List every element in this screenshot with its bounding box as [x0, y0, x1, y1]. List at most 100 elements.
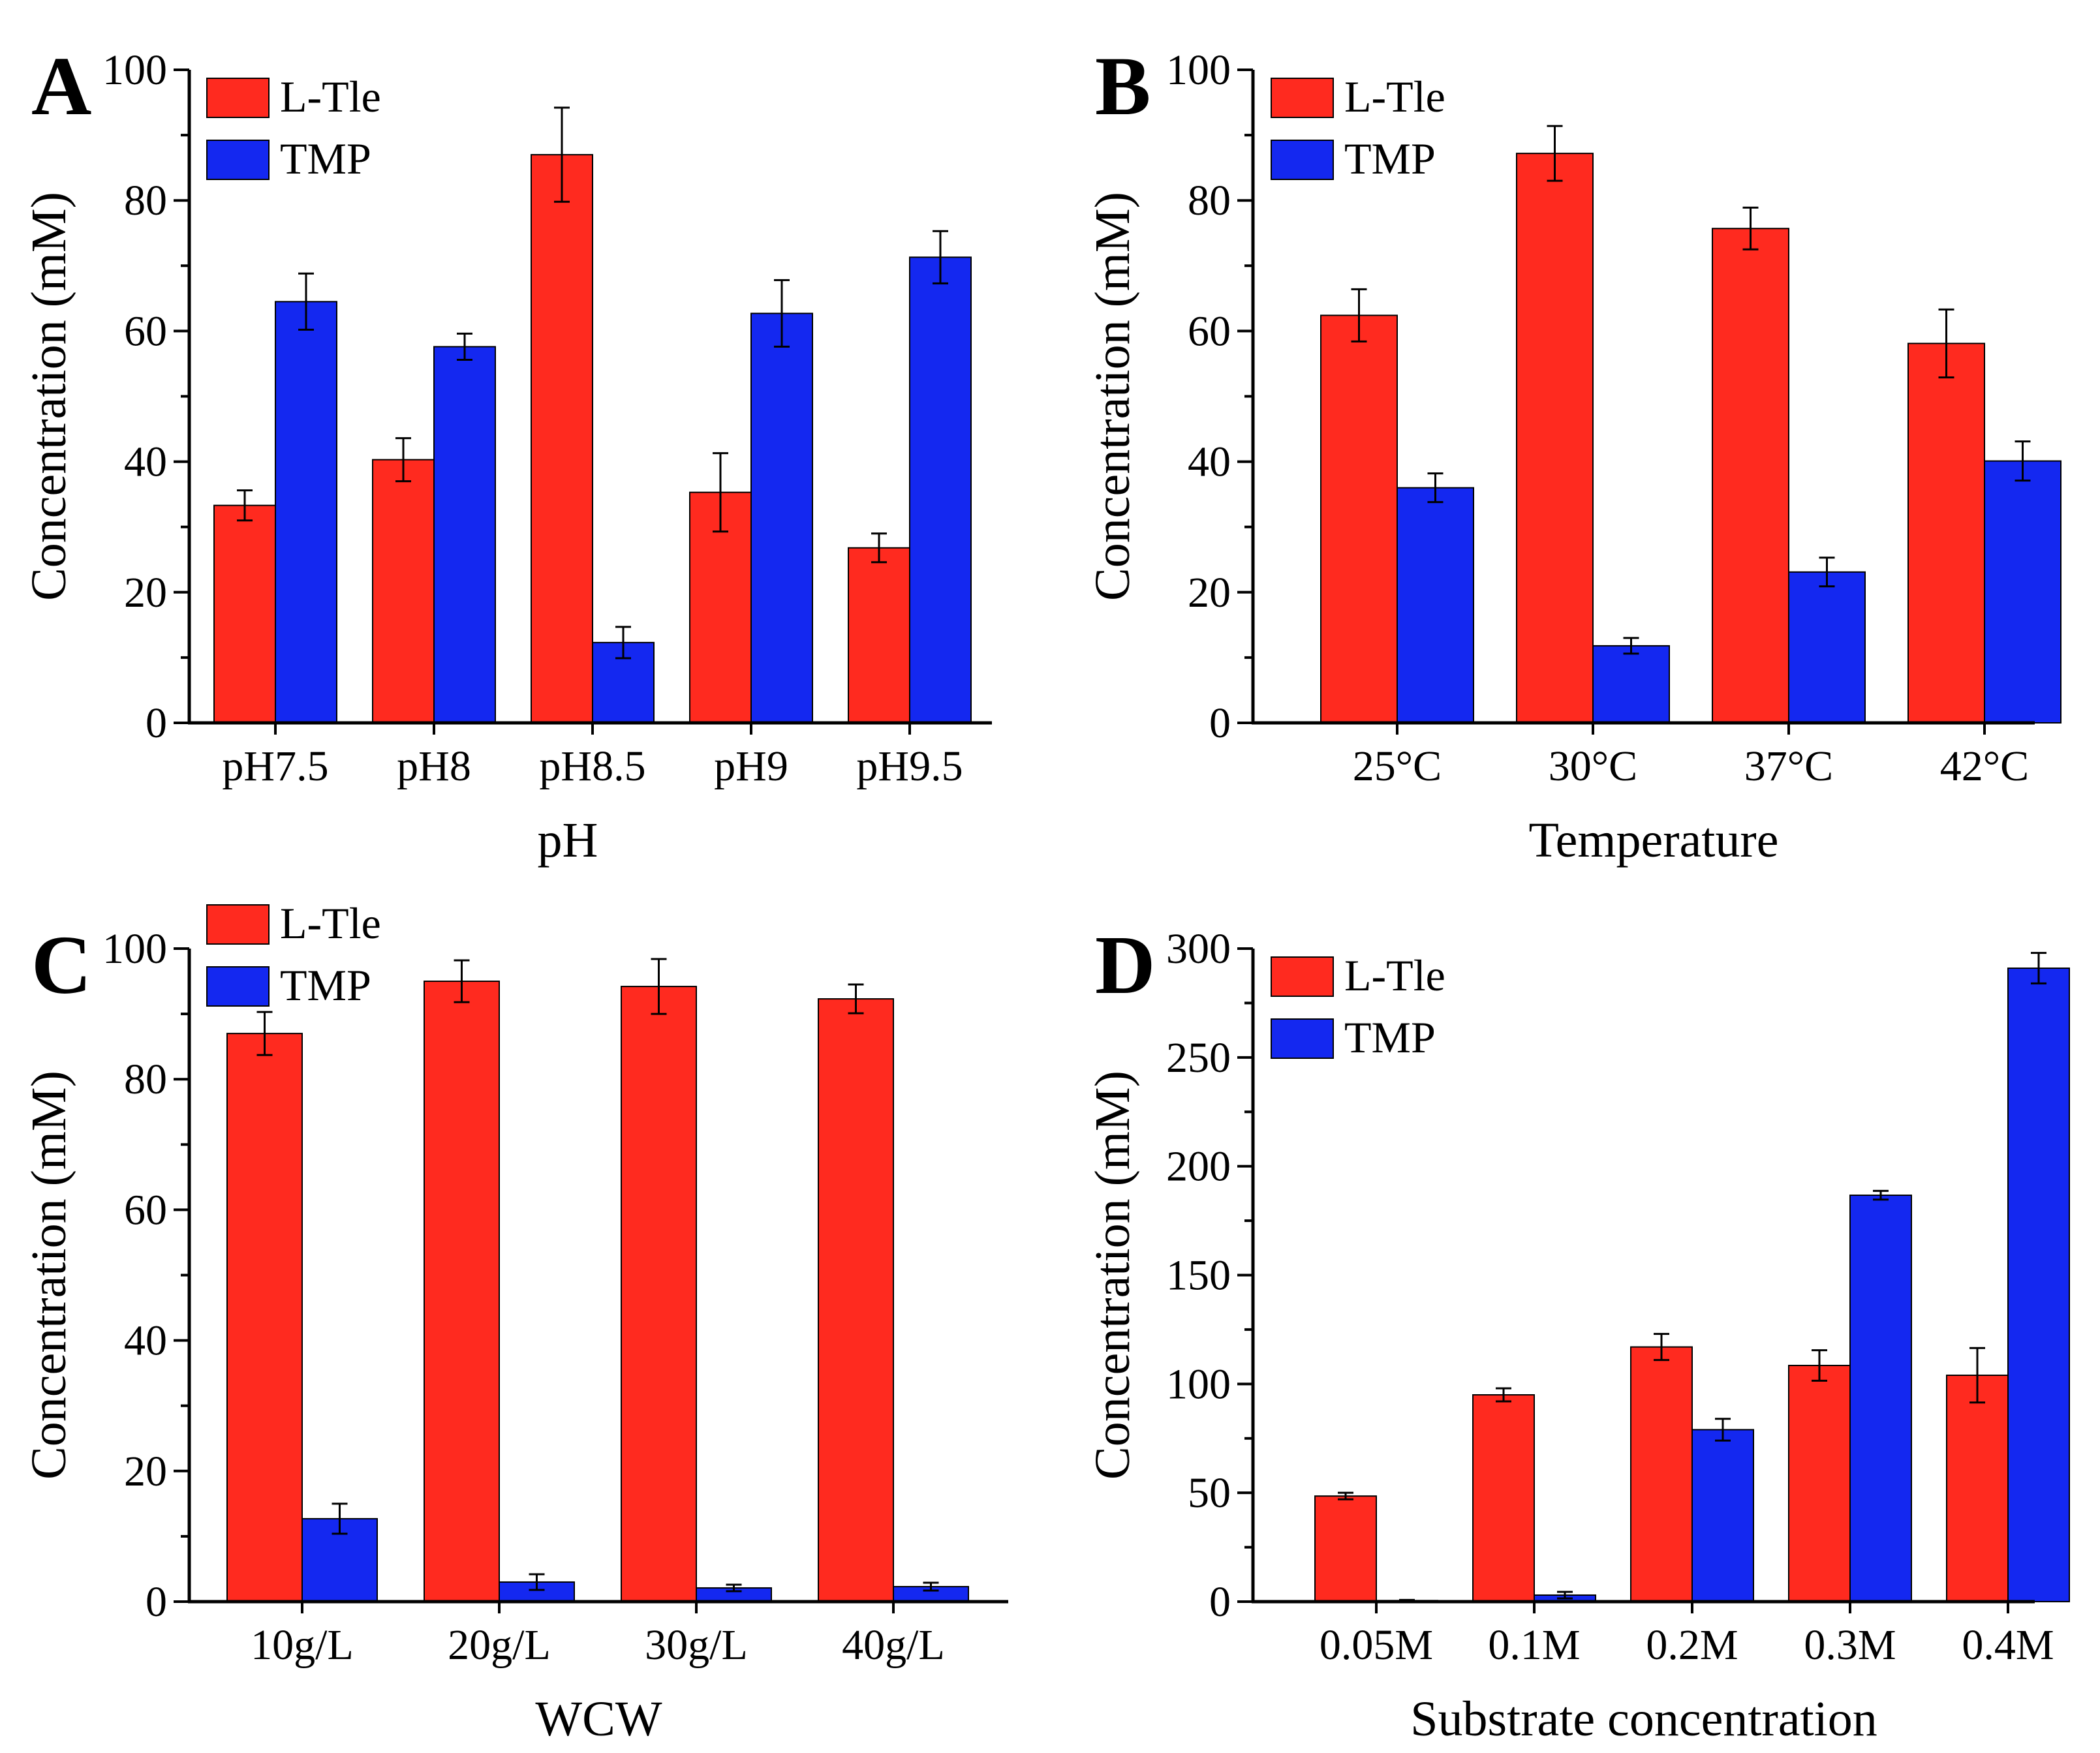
- x-tick-label: 10g/L: [251, 1621, 354, 1669]
- legend-swatch-tmp: [1271, 1018, 1334, 1059]
- panel-C: 10g/L 20g/L 30g/L 40g/L 0 20 40 60 80 100 WCW Conce…: [22, 898, 1008, 1746]
- y-tick-label: 150: [1166, 1252, 1231, 1300]
- panel-A: pH7.5 pH8 pH8.5 pH9 pH9.5 0 20 40 60 80 100 pH Conce…: [22, 40, 992, 868]
- y-tick-label: 20: [1188, 569, 1231, 617]
- y-tick-label: 80: [124, 1056, 167, 1103]
- legend-swatch-tmp: [206, 966, 270, 1007]
- y-tick-label: 0: [146, 1578, 167, 1626]
- bar-l-tle: [424, 981, 500, 1603]
- panel-label: A: [31, 40, 91, 132]
- bar-tmp: [433, 346, 496, 724]
- x-axis-title: Substrate concentration: [1410, 1692, 1877, 1746]
- bar-tmp: [1849, 1195, 1912, 1602]
- bar-tmp: [2007, 968, 2070, 1602]
- x-tick-label: 0.1M: [1488, 1621, 1580, 1669]
- y-tick-label: 40: [124, 1317, 167, 1365]
- bar-l-tle: [1314, 1495, 1377, 1602]
- legend-label: TMP: [280, 134, 371, 183]
- x-tick-label: 0.05M: [1320, 1621, 1433, 1669]
- x-tick-label: 37°C: [1744, 742, 1833, 790]
- y-tick-label: 0: [146, 699, 167, 747]
- bar-l-tle: [848, 547, 910, 724]
- y-tick-label: 0: [1209, 1578, 1231, 1626]
- y-axis-title: Concentration (mM): [1085, 1071, 1140, 1480]
- y-tick-label: 80: [124, 177, 167, 224]
- y-axis-title: Concentration (mM): [1085, 192, 1140, 601]
- legend-swatch-l-tle: [206, 78, 270, 118]
- legend-swatch-l-tle: [206, 904, 270, 945]
- y-tick-label: 100: [102, 925, 167, 973]
- legend-label: TMP: [1344, 134, 1436, 183]
- x-axis-title: Temperature: [1529, 813, 1779, 868]
- bar-l-tle: [1946, 1374, 2009, 1602]
- bar-l-tle: [621, 986, 697, 1602]
- bar-l-tle: [531, 154, 593, 724]
- bar-tmp: [1788, 571, 1866, 724]
- legend-label: TMP: [1344, 1013, 1436, 1062]
- panel-B: 25°C 30°C 37°C 42°C 0 20 40 60 80 100 Temperature C…: [1085, 40, 2061, 868]
- bar-l-tle: [1472, 1394, 1535, 1602]
- x-tick-label: pH9: [714, 742, 788, 790]
- bar-l-tle: [213, 504, 276, 724]
- bar-tmp: [1592, 645, 1670, 724]
- bar-tmp: [909, 256, 972, 724]
- legend-label: TMP: [280, 960, 371, 1010]
- bar-l-tle: [1516, 153, 1594, 724]
- y-tick-label: 300: [1166, 925, 1231, 973]
- legend-label: L-Tle: [280, 898, 381, 948]
- bar-l-tle: [1630, 1346, 1693, 1603]
- bar-tmp: [1691, 1429, 1754, 1602]
- x-tick-label: 0.2M: [1646, 1621, 1738, 1669]
- bar-l-tle: [372, 459, 435, 724]
- panel-D: 0.05M 0.1M 0.2M 0.3M 0.4M 0 50 100 150 200 250 300 S…: [1085, 919, 2070, 1746]
- panel-label: B: [1095, 40, 1150, 132]
- y-tick-label: 40: [124, 438, 167, 486]
- bar-l-tle: [1907, 343, 1985, 724]
- legend-swatch-tmp: [1271, 140, 1334, 180]
- y-axis-title: Concentration (mM): [22, 192, 76, 601]
- y-tick-label: 80: [1188, 177, 1231, 224]
- panel-label: D: [1095, 919, 1155, 1011]
- y-axis-title: Concentration (mM): [22, 1071, 76, 1480]
- x-axis-title: pH: [538, 813, 598, 868]
- x-tick-label: 30g/L: [645, 1621, 748, 1669]
- legend-label: L-Tle: [280, 72, 381, 121]
- y-tick-label: 60: [124, 307, 167, 355]
- y-tick-label: 200: [1166, 1143, 1231, 1191]
- y-tick-label: 250: [1166, 1034, 1231, 1082]
- bar-l-tle: [1788, 1364, 1851, 1602]
- y-tick-label: 100: [1166, 1360, 1231, 1408]
- bar-l-tle: [1712, 228, 1789, 724]
- y-tick-label: 40: [1188, 438, 1231, 486]
- x-tick-label: pH7.5: [222, 742, 328, 790]
- bar-tmp: [275, 301, 337, 724]
- bar-l-tle: [226, 1033, 303, 1602]
- legend-swatch-tmp: [206, 140, 270, 180]
- x-tick-label: 20g/L: [448, 1621, 551, 1669]
- y-tick-label: 50: [1188, 1469, 1231, 1517]
- x-tick-label: 30°C: [1549, 742, 1637, 790]
- panel-label: C: [31, 919, 91, 1011]
- y-tick-label: 20: [124, 569, 167, 617]
- x-tick-label: 0.4M: [1962, 1621, 2054, 1669]
- x-tick-label: 0.3M: [1804, 1621, 1896, 1669]
- bar-l-tle: [818, 998, 894, 1602]
- x-tick-label: pH9.5: [856, 742, 963, 790]
- bar-tmp: [1984, 460, 2061, 724]
- legend-label: L-Tle: [1344, 72, 1445, 121]
- x-tick-label: pH8.5: [539, 742, 645, 790]
- legend-swatch-l-tle: [1271, 956, 1334, 997]
- bar-l-tle: [1320, 314, 1398, 724]
- bar-tmp: [750, 312, 813, 724]
- y-tick-label: 60: [124, 1186, 167, 1234]
- y-tick-label: 100: [102, 46, 167, 94]
- y-tick-label: 20: [124, 1448, 167, 1495]
- y-tick-label: 60: [1188, 307, 1231, 355]
- x-tick-label: 25°C: [1353, 742, 1442, 790]
- y-tick-label: 0: [1209, 699, 1231, 747]
- legend-swatch-l-tle: [1271, 78, 1334, 118]
- x-tick-label: 42°C: [1940, 742, 2029, 790]
- y-tick-label: 100: [1166, 46, 1231, 94]
- x-axis-title: WCW: [535, 1692, 662, 1746]
